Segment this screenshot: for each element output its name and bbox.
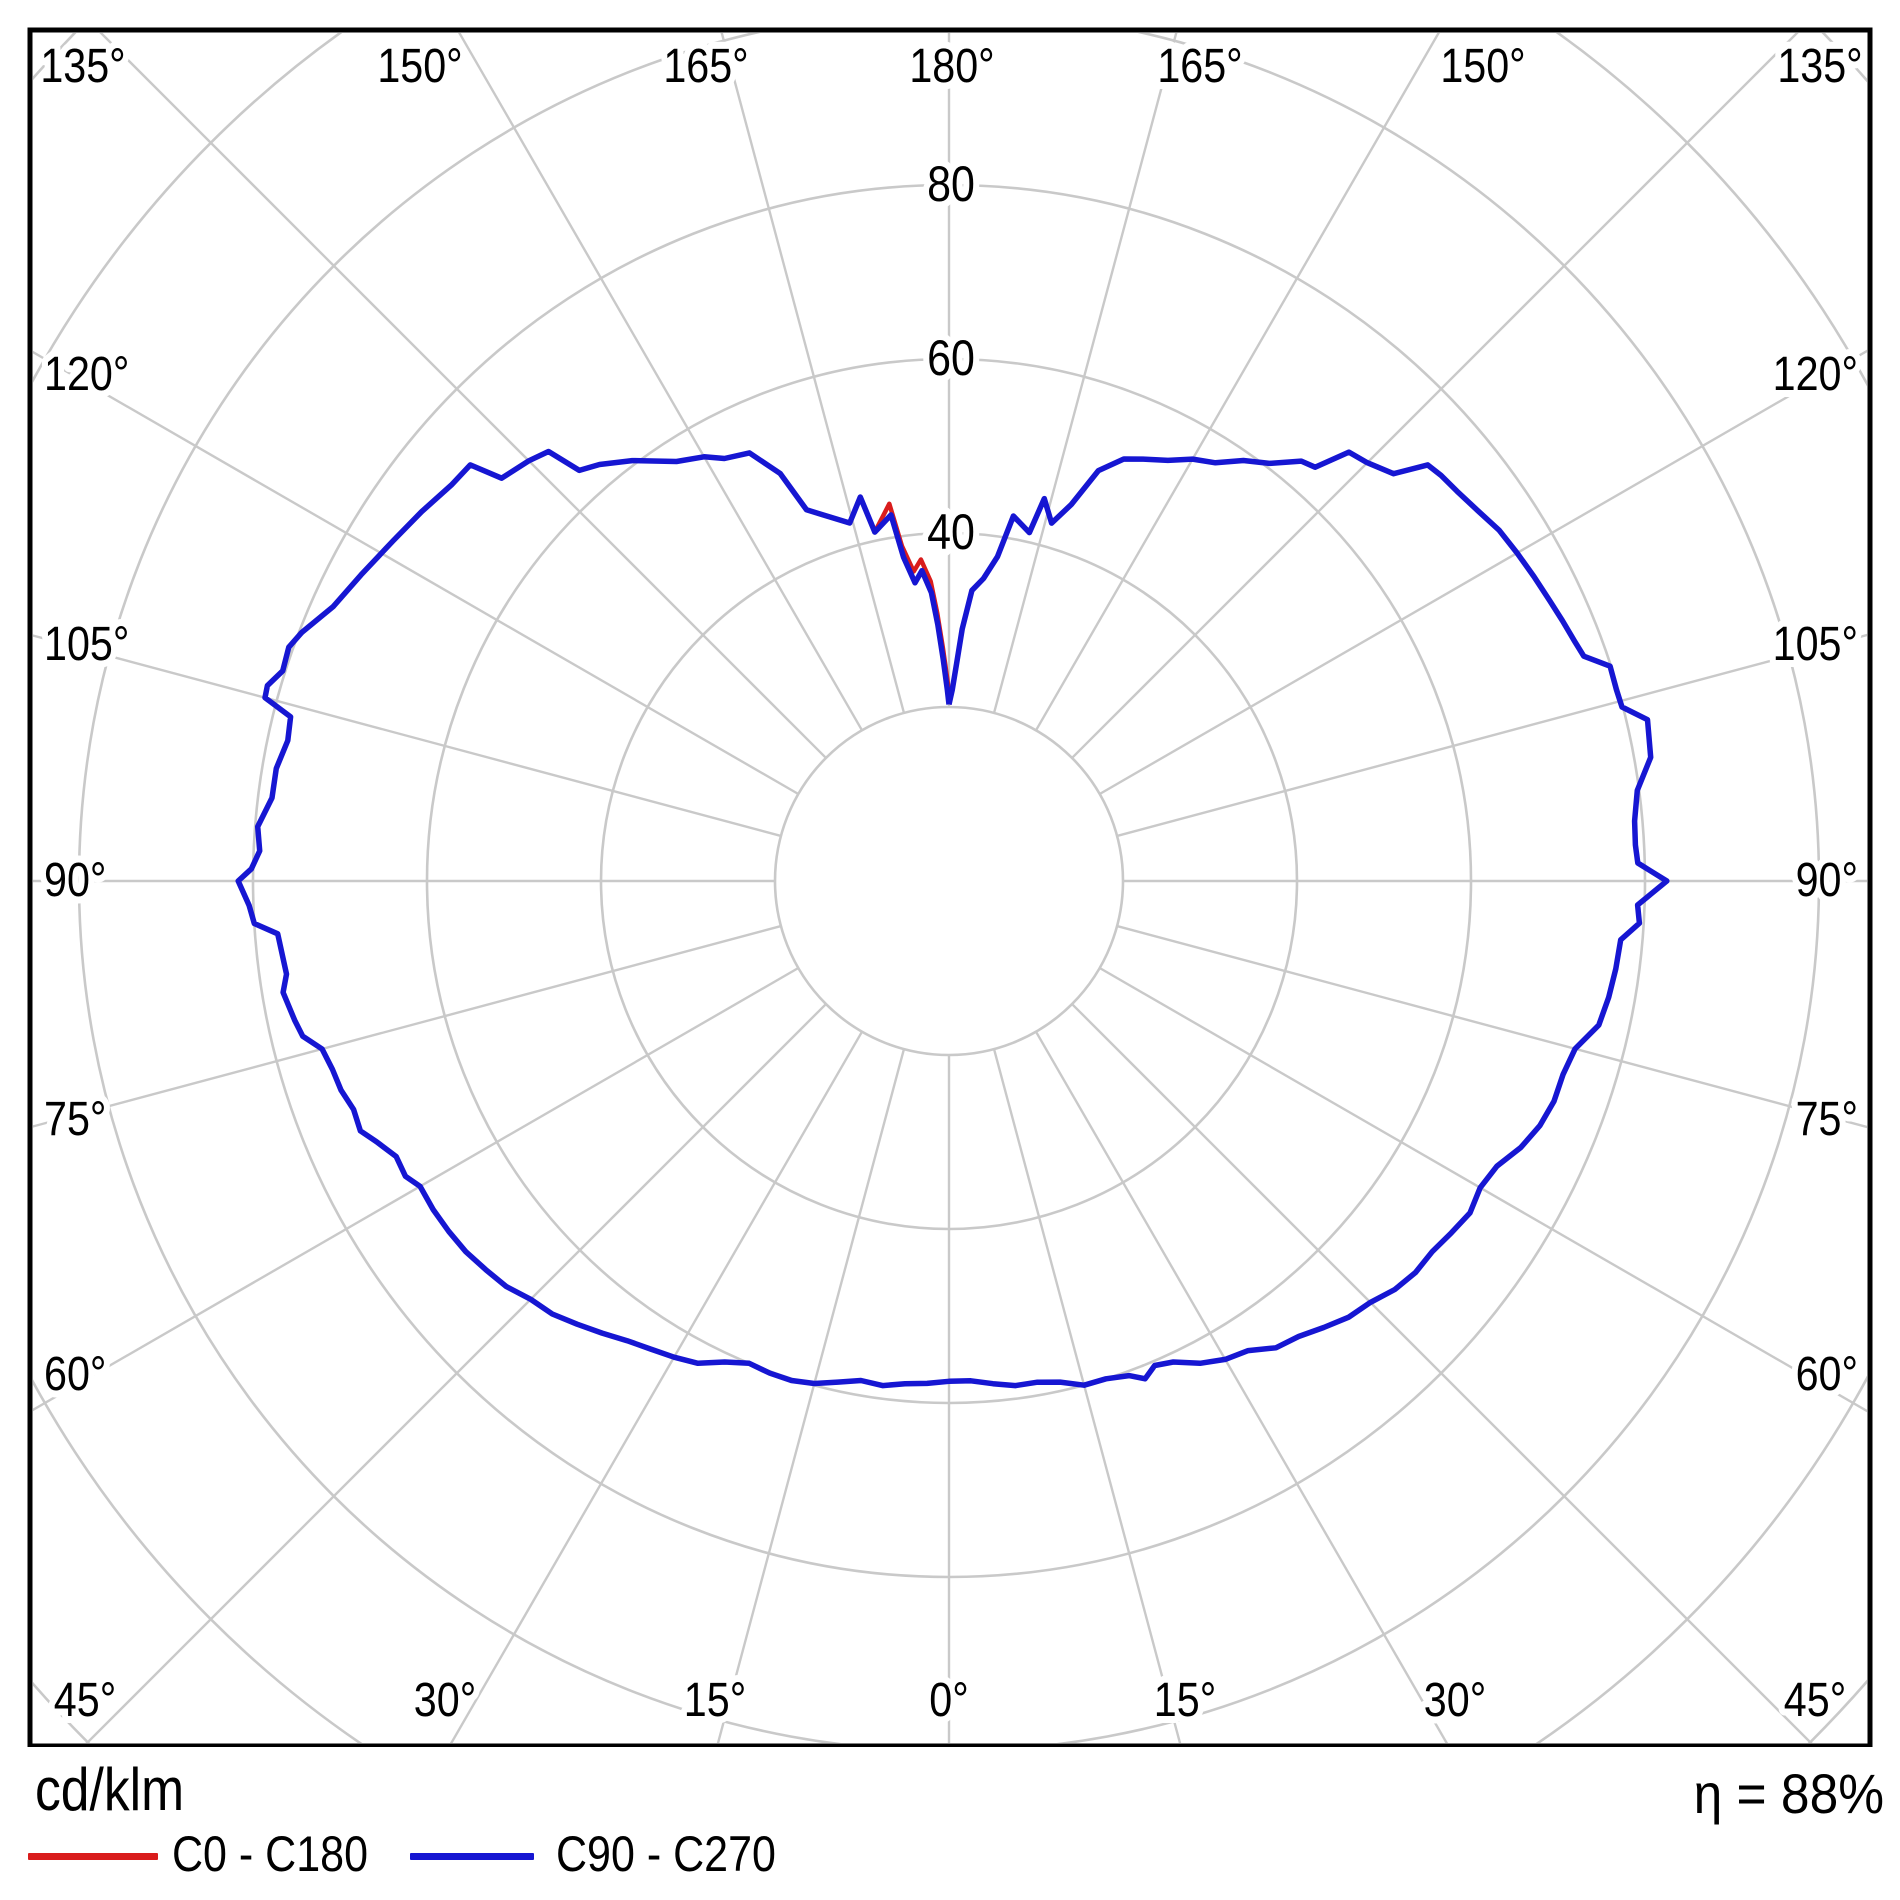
angle-label-right-105°: 105° [1773, 617, 1858, 671]
angle-label-right-75°: 75° [1796, 1092, 1858, 1146]
grid-spoke-345 [716, 1048, 906, 1743]
angle-label-left-105°: 105° [44, 617, 129, 671]
angle-label-top-150°: 150° [1440, 39, 1525, 93]
grid-spoke-75 [1116, 924, 1867, 1129]
grid-spoke-195 [720, 33, 906, 714]
grid-spoke-330 [449, 1031, 864, 1743]
grid-spoke-120 [1099, 349, 1867, 796]
efficiency-value: η = 88% [1693, 1762, 1884, 1825]
grid-spoke-150 [1034, 33, 1440, 731]
grid-spoke-210 [458, 33, 864, 731]
grid-spoke-285 [33, 924, 782, 1128]
angle-label-left-120°: 120° [44, 347, 129, 401]
angle-label-bottom-0°: 0° [929, 1673, 968, 1727]
grid-spoke-315 [85, 1003, 827, 1743]
angle-label-top-135°: 135° [1777, 39, 1862, 93]
curve-c90-c270 [235, 448, 1670, 1389]
angle-label-top-150°: 150° [377, 39, 462, 93]
angle-label-bottom-15°: 15° [1154, 1673, 1216, 1727]
plot-border [27, 27, 1873, 1749]
grid-spoke-240 [33, 350, 799, 796]
legend-swatch-c90-c270 [410, 1853, 534, 1860]
grid-spoke-60 [1099, 966, 1867, 1413]
grid-spoke-300 [33, 966, 799, 1412]
legend: C0 - C180 C90 - C270 [0, 1825, 1900, 1895]
angle-label-right-120°: 120° [1773, 347, 1858, 401]
unit-label: cd/klm [35, 1756, 185, 1823]
angle-label-top-165°: 165° [1157, 39, 1242, 93]
angle-label-top-180°: 180° [909, 39, 994, 93]
angle-label-left-90°: 90° [44, 853, 106, 907]
radial-label-60: 60 [927, 330, 975, 386]
angle-label-bottom-15°: 15° [684, 1673, 746, 1727]
grid-circle-20 [773, 705, 1125, 1057]
angle-label-top-165°: 165° [663, 39, 748, 93]
angle-label-right-90°: 90° [1796, 853, 1858, 907]
angle-label-bottom-30°: 30° [1424, 1673, 1486, 1727]
angle-label-left-75°: 75° [44, 1092, 106, 1146]
legend-label-c0-c180: C0 - C180 [172, 1826, 368, 1882]
chart-footer: cd/klm η = 88% C0 - C180 C90 - C270 [0, 1747, 1900, 1900]
grid-spoke-45 [1071, 1003, 1813, 1743]
radial-label-80: 80 [927, 156, 975, 212]
angle-label-right-60°: 60° [1796, 1347, 1858, 1401]
legend-swatch-c0-c180 [28, 1853, 158, 1860]
angle-label-bottom-30°: 30° [414, 1673, 476, 1727]
angle-label-bottom-45°: 45° [54, 1673, 116, 1727]
grid-spoke-15 [992, 1048, 1182, 1743]
angle-label-top-135°: 135° [40, 39, 125, 93]
grid-spoke-135 [1071, 33, 1799, 759]
grid-spoke-105 [1116, 633, 1867, 838]
legend-label-c90-c270: C90 - C270 [556, 1826, 776, 1882]
radial-label-40: 40 [927, 504, 975, 560]
grid-spoke-255 [33, 634, 782, 838]
grid-spoke-30 [1034, 1031, 1449, 1743]
grid-spoke-225 [99, 33, 827, 759]
grid-spoke-165 [992, 33, 1178, 714]
angle-label-left-60°: 60° [44, 1347, 106, 1401]
angle-label-bottom-45°: 45° [1784, 1673, 1846, 1727]
